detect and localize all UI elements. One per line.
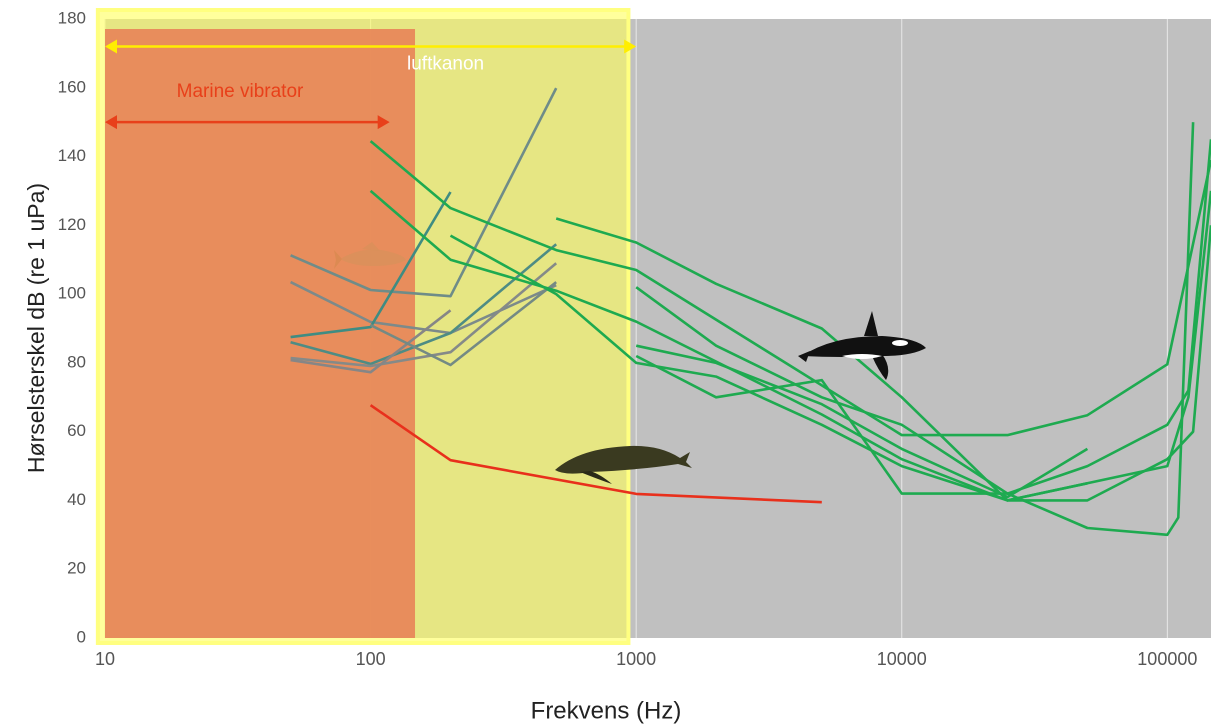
y-tick-label: 180 [58,8,86,27]
y-tick-label: 0 [77,627,86,646]
y-tick-label: 100 [58,284,86,303]
chart: 10 100 1000 10000 100000 0 20 40 60 80 100 120 140 16… [0,0,1211,727]
y-tick-label: 20 [67,559,86,578]
band-label: luftkanon [407,54,484,75]
x-tick-label: 100000 [1137,649,1197,669]
y-tick-label: 120 [58,215,86,234]
y-tick-label: 140 [58,146,86,165]
y-tick-label: 80 [67,352,86,371]
y-tick-label: 160 [58,77,86,96]
x-tick-label: 10 [95,649,115,669]
plot-back [98,10,1211,643]
band-label: Marine vibrator [177,81,304,102]
y-tick-label: 60 [67,421,86,440]
x-tick-label: 100 [356,649,386,669]
x-axis-title: Frekvens (Hz) [531,697,682,724]
x-tick-label: 10000 [877,649,927,669]
band [105,29,415,638]
y-axis-title: Hørselsterskel dB (re 1 uPa) [23,183,49,473]
x-tick-label: 1000 [616,649,656,669]
y-tick-label: 40 [67,490,86,509]
